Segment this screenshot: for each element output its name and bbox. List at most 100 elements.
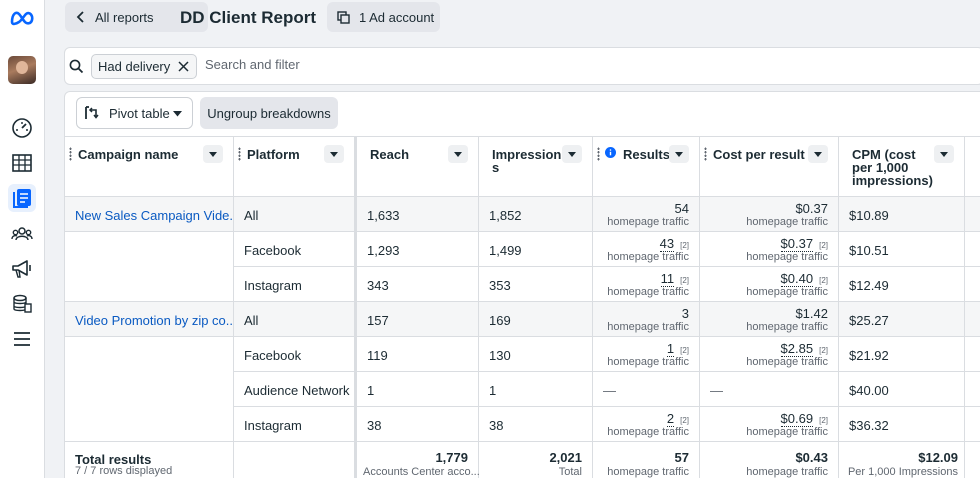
impressions-value: 1: [489, 383, 497, 398]
footnote-marker[interactable]: [2]: [680, 346, 689, 355]
results-value[interactable]: 2 [2]: [666, 411, 689, 427]
results-number: 2: [666, 411, 675, 427]
column-menu-button[interactable]: [448, 145, 468, 163]
pivot-table-button[interactable]: Pivot table: [76, 97, 193, 129]
cpm-value: $40.00: [849, 383, 889, 398]
ad-account-button[interactable]: 1 Ad account: [327, 2, 440, 32]
table-cell-reach: 1: [357, 372, 479, 407]
platform-value: Instagram: [244, 278, 302, 293]
column-header-cost-per-result[interactable]: Cost per result: [700, 136, 839, 197]
column-label: Impression s: [492, 148, 561, 174]
column-menu-button[interactable]: [562, 145, 582, 163]
column-header-impressions[interactable]: Impression s: [479, 136, 593, 197]
nav-dashboard[interactable]: [8, 114, 36, 142]
table-cell-platform: Instagram: [234, 267, 357, 302]
reach-value: 1,293: [367, 243, 400, 258]
cpr-value[interactable]: $0.69 [2]: [780, 411, 828, 427]
drag-handle-icon[interactable]: [69, 147, 72, 161]
table-cell-impressions: 38: [479, 407, 593, 442]
nav-campaigns[interactable]: [8, 255, 36, 283]
search-input[interactable]: [205, 57, 605, 72]
table-cell-cpm: $10.89: [839, 197, 965, 232]
totals-impressions-sub: Total: [558, 466, 582, 478]
table-cell-cpm: $25.27: [839, 302, 965, 337]
table-icon: [12, 154, 32, 172]
cpr-number: $0.40: [780, 271, 814, 287]
all-reports-button[interactable]: All reports: [65, 2, 208, 32]
cpr-value[interactable]: $0.37 [2]: [780, 236, 828, 252]
totals-cpr-sub: homepage traffic: [746, 466, 828, 478]
table-cell-results: 43 [2] homepage traffic: [593, 232, 700, 267]
footnote-marker[interactable]: [2]: [819, 416, 828, 425]
close-icon[interactable]: [177, 60, 190, 73]
nav-reports[interactable]: [8, 184, 36, 212]
search-icon: [69, 59, 84, 74]
column-header-platform[interactable]: Platform: [234, 136, 357, 197]
column-menu-button[interactable]: [808, 145, 828, 163]
cpm-value: $21.92: [849, 348, 889, 363]
megaphone-icon: [12, 260, 31, 278]
footnote-marker[interactable]: [2]: [680, 416, 689, 425]
results-value[interactable]: 1 [2]: [666, 341, 689, 357]
campaign-name-link[interactable]: Video Promotion by zip co...: [75, 313, 237, 328]
campaign-name-link[interactable]: New Sales Campaign Vide...: [75, 208, 241, 223]
table-cell-cpr: $0.37 homepage traffic: [700, 197, 839, 232]
footnote-marker[interactable]: [2]: [819, 241, 828, 250]
meta-logo-icon[interactable]: [9, 8, 35, 28]
totals-cpr-value: $0.43: [795, 450, 828, 465]
cpr-value[interactable]: $2.85 [2]: [780, 341, 828, 357]
table-cell-results: 2 [2] homepage traffic: [593, 407, 700, 442]
nav-billing[interactable]: [8, 290, 36, 318]
cpr-number: $2.85: [780, 341, 814, 357]
footnote-marker[interactable]: [2]: [680, 241, 689, 250]
avatar[interactable]: [8, 56, 36, 84]
nav-menu[interactable]: [8, 325, 36, 353]
caret-down-icon: [454, 151, 462, 157]
column-menu-button[interactable]: [324, 145, 344, 163]
ad-account-icon: [337, 11, 350, 24]
cpr-value[interactable]: $0.40 [2]: [780, 271, 828, 287]
drag-handle-icon[interactable]: [238, 147, 241, 161]
table-cell-overflow: [965, 267, 980, 302]
all-reports-label: All reports: [95, 9, 154, 25]
ad-account-label: 1 Ad account: [359, 9, 435, 25]
impressions-value: 1,499: [489, 243, 522, 258]
totals-platform-cell: [234, 442, 357, 478]
cpr-sub-label: homepage traffic: [746, 321, 828, 333]
cpm-value: $25.27: [849, 313, 889, 328]
column-header-cpm[interactable]: CPM (cost per 1,000 impressions): [839, 136, 965, 197]
column-header-results[interactable]: Results: [593, 136, 700, 197]
table-cell-overflow: [965, 372, 980, 407]
report-toolbar: Pivot table Ungroup breakdowns: [65, 92, 980, 136]
column-menu-button[interactable]: [669, 145, 689, 163]
pivot-table-label: Pivot table: [109, 105, 170, 121]
footnote-marker[interactable]: [2]: [680, 276, 689, 285]
column-menu-button[interactable]: [203, 145, 223, 163]
ungroup-breakdowns-button[interactable]: Ungroup breakdowns: [200, 97, 338, 129]
results-sub-label: homepage traffic: [607, 426, 689, 438]
platform-value: All: [244, 313, 259, 328]
table-cell-reach: 157: [357, 302, 479, 337]
footnote-marker[interactable]: [2]: [819, 276, 828, 285]
column-menu-button[interactable]: [934, 145, 954, 163]
drag-handle-icon[interactable]: [597, 147, 600, 161]
menu-icon: [14, 332, 30, 346]
search-filter-bar[interactable]: Had delivery: [64, 47, 980, 85]
nav-audiences[interactable]: [8, 220, 36, 248]
nav-table[interactable]: [8, 149, 36, 177]
impressions-value: 130: [489, 348, 511, 363]
totals-reach-sub: Accounts Center acco...: [363, 466, 480, 478]
results-value[interactable]: 43 [2]: [659, 236, 689, 252]
info-icon[interactable]: [605, 147, 616, 158]
totals-reach-value: 1,779: [435, 450, 468, 465]
table-cell-results: 54 homepage traffic: [593, 197, 700, 232]
filter-chip-had-delivery[interactable]: Had delivery: [91, 54, 197, 79]
dashboard-icon: [12, 118, 32, 138]
footnote-marker[interactable]: [2]: [819, 346, 828, 355]
drag-handle-icon[interactable]: [704, 147, 707, 161]
platform-value: Audience Network: [244, 383, 350, 398]
column-header-reach[interactable]: Reach: [357, 136, 479, 197]
column-header-campaign-name[interactable]: Campaign name: [65, 136, 234, 197]
table-cell-cpm: $40.00: [839, 372, 965, 407]
results-value[interactable]: 11 [2]: [660, 271, 689, 287]
